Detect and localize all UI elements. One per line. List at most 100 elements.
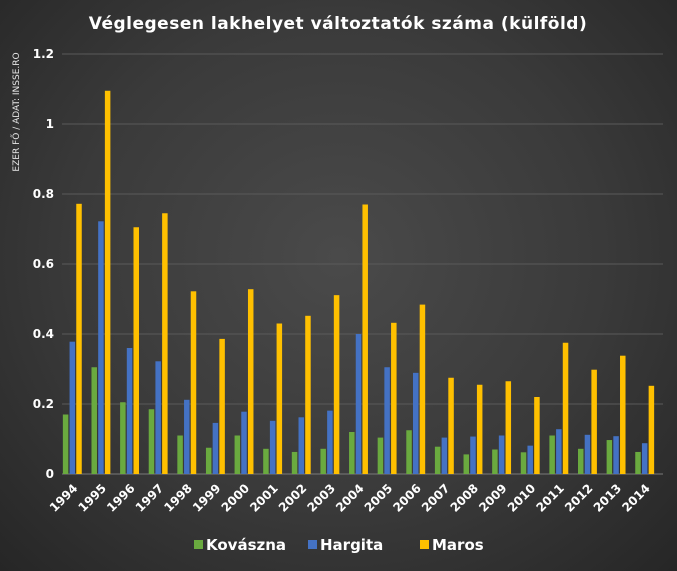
bar-kovszna-2011 <box>549 435 555 474</box>
bar-kovszna-2000 <box>234 435 241 474</box>
bar-maros-1998 <box>190 291 197 474</box>
bar-maros-1994 <box>76 203 82 475</box>
legend: Kovászna Hargita Maros <box>194 536 484 554</box>
bar-hargita-2008 <box>470 436 476 474</box>
bar-maros-2009 <box>505 381 512 474</box>
x-tick-label: 2000 <box>219 481 253 515</box>
x-tick-label: 2010 <box>505 481 539 515</box>
bar-hargita-2002 <box>298 417 305 474</box>
bar-hargita-2004 <box>355 334 362 474</box>
bar-kovszna-1998 <box>177 435 183 474</box>
x-tick-label: 1995 <box>76 481 110 515</box>
bar-maros-2013 <box>620 355 626 474</box>
x-tick-label: 1994 <box>47 481 81 515</box>
bar-kovszna-1996 <box>120 402 126 474</box>
bar-hargita-1995 <box>98 221 104 474</box>
bar-kovszna-2002 <box>291 451 298 474</box>
bar-maros-2012 <box>591 369 597 474</box>
bar-kovszna-2004 <box>349 432 355 474</box>
bar-hargita-2005 <box>384 367 390 474</box>
legend-swatch <box>194 540 203 549</box>
x-axis-ticks: 1994199519961997199819992000200120022003… <box>47 481 653 515</box>
bar-kovszna-2010 <box>520 452 527 474</box>
legend-label: Maros <box>432 536 484 554</box>
legend-swatch <box>308 540 317 549</box>
bar-maros-2000 <box>247 289 254 474</box>
bar-kovszna-2014 <box>635 451 641 474</box>
x-tick-label: 1997 <box>133 481 167 515</box>
x-tick-label: 2012 <box>562 481 596 515</box>
bar-kovszna-1995 <box>91 367 97 474</box>
bar-maros-1999 <box>219 338 225 474</box>
bar-maros-1997 <box>162 213 168 474</box>
chart-title: Véglegesen lakhelyet változtatók száma (… <box>89 14 588 34</box>
bar-kovszna-2008 <box>463 454 470 474</box>
x-tick-label: 2008 <box>448 481 482 515</box>
x-tick-label: 2011 <box>533 481 567 515</box>
bar-hargita-2010 <box>527 445 533 474</box>
bar-hargita-2000 <box>241 411 247 474</box>
x-tick-label: 2004 <box>333 481 367 515</box>
x-tick-label: 2006 <box>390 481 424 515</box>
bar-maros-2003 <box>333 295 340 474</box>
bar-hargita-2001 <box>269 420 276 474</box>
x-tick-label: 2007 <box>419 481 453 515</box>
y-tick-label: 0.8 <box>33 187 54 201</box>
bar-maros-2005 <box>391 322 397 474</box>
x-tick-label: 2014 <box>619 481 653 515</box>
y-tick-label: 1 <box>46 117 54 131</box>
bar-kovszna-2001 <box>263 448 269 474</box>
bar-kovszna-2009 <box>492 449 498 474</box>
bar-kovszna-2012 <box>578 448 584 474</box>
bar-hargita-1996 <box>126 348 133 474</box>
bar-kovszna-2005 <box>377 437 384 474</box>
bar-maros-2004 <box>362 204 368 474</box>
y-tick-label: 1.2 <box>33 47 54 61</box>
bar-hargita-2013 <box>613 436 619 474</box>
bar-kovszna-2006 <box>406 430 412 474</box>
bar-kovszna-1994 <box>62 414 69 474</box>
bar-maros-2006 <box>419 304 426 474</box>
y-tick-label: 0.4 <box>33 327 54 341</box>
bar-maros-1996 <box>133 227 139 474</box>
bar-maros-1995 <box>104 90 111 474</box>
y-axis-label: EZER FŐ / ADAT: INSSE.RO <box>11 52 22 171</box>
bar-hargita-2011 <box>556 429 562 474</box>
bar-hargita-1997 <box>155 361 161 474</box>
legend-swatch <box>420 540 429 549</box>
bar-hargita-2007 <box>441 437 448 474</box>
x-tick-label: 1998 <box>161 481 195 515</box>
x-tick-label: 2001 <box>247 481 281 515</box>
y-tick-label: 0.2 <box>33 397 54 411</box>
bar-kovszna-2003 <box>320 448 326 474</box>
bar-maros-2010 <box>534 397 540 474</box>
x-tick-label: 2002 <box>276 481 310 515</box>
bars <box>62 90 655 475</box>
bar-maros-2002 <box>305 315 311 474</box>
bar-maros-2008 <box>476 384 483 474</box>
bar-hargita-2012 <box>584 434 591 474</box>
bar-kovszna-2013 <box>606 440 613 474</box>
legend-label: Kovászna <box>206 536 286 554</box>
bar-maros-2001 <box>276 323 283 474</box>
y-axis-ticks: 0 0.2 0.4 0.6 0.8 1 1.2 <box>33 47 54 481</box>
bar-hargita-2003 <box>327 410 333 474</box>
x-tick-label: 1999 <box>190 481 224 515</box>
bar-kovszna-1997 <box>148 409 155 474</box>
x-tick-label: 2009 <box>476 481 510 515</box>
bar-hargita-1998 <box>184 399 190 474</box>
bar-hargita-2009 <box>498 435 505 474</box>
x-tick-label: 2003 <box>304 481 338 515</box>
legend-label: Hargita <box>320 536 383 554</box>
y-tick-label: 0.6 <box>33 257 54 271</box>
bar-kovszna-1999 <box>205 447 212 474</box>
x-tick-label: 2005 <box>362 481 396 515</box>
bar-hargita-2006 <box>412 372 419 474</box>
bar-kovszna-2007 <box>434 446 441 474</box>
x-tick-label: 1996 <box>104 481 138 515</box>
x-tick-label: 2013 <box>591 481 625 515</box>
bar-maros-2011 <box>562 342 569 474</box>
bar-hargita-2014 <box>641 443 648 474</box>
bar-maros-2007 <box>448 377 454 474</box>
